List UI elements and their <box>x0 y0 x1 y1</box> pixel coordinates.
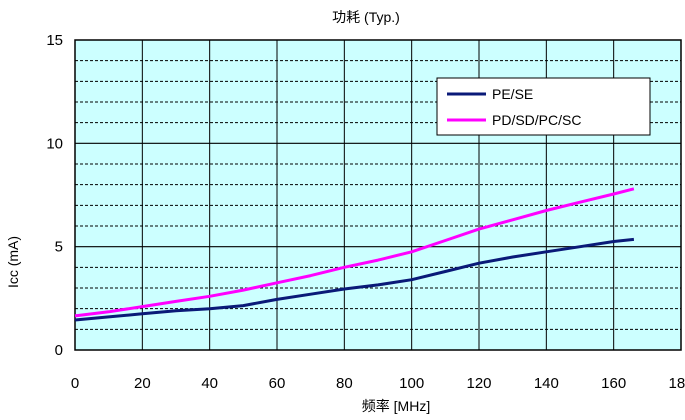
legend-box <box>436 77 651 136</box>
series-line-pe-se <box>74 237 635 322</box>
series-line-pd-sd-pc-sc <box>74 187 635 318</box>
x-tick-label: 40 <box>201 375 218 392</box>
legend: PE/SE PD/SD/PC/SC <box>436 77 651 136</box>
y-tick-label: 15 <box>46 32 63 49</box>
x-tick-label: 100 <box>399 375 424 392</box>
x-tick-label: 160 <box>601 375 626 392</box>
legend-label-pe-se: PE/SE <box>492 86 533 102</box>
x-tick-label: 140 <box>534 375 559 392</box>
tick-labels: 0 20 40 60 80 100 120 140 160 180 0 5 10 15 <box>46 32 685 392</box>
y-tick-label: 5 <box>55 239 63 256</box>
x-tick-label: 20 <box>134 375 151 392</box>
x-tick-label: 120 <box>466 375 491 392</box>
x-tick-label: 0 <box>71 375 79 392</box>
y-tick-label: 0 <box>55 342 63 359</box>
y-axis-label: Icc (mA) <box>5 236 21 288</box>
chart-title: 功耗 (Typ.) <box>332 9 400 25</box>
x-tick-label: 80 <box>336 375 353 392</box>
x-axis-label: 频率 [MHz] <box>362 398 430 414</box>
x-tick-label: 180 <box>668 375 685 392</box>
legend-label-pd-sd-pc-sc: PD/SD/PC/SC <box>492 112 581 128</box>
x-tick-label: 60 <box>269 375 286 392</box>
y-tick-label: 10 <box>46 135 63 152</box>
series-lines <box>74 187 635 322</box>
grid-lines <box>75 40 681 350</box>
